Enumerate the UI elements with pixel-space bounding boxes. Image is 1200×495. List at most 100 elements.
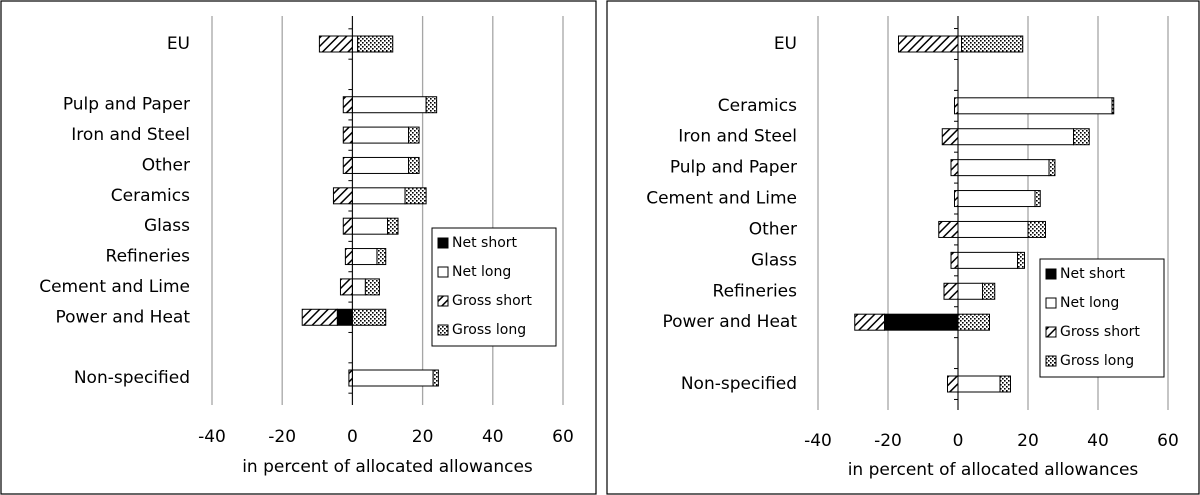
bar-segment	[957, 97, 1113, 115]
category-label: Iron and Steel	[71, 125, 190, 145]
bar-segment	[1027, 220, 1046, 238]
plot-area	[212, 16, 563, 405]
bar-segment	[982, 282, 996, 300]
x-tick-label: -40	[804, 431, 832, 451]
bar-segment	[425, 96, 438, 114]
bar-segment	[351, 96, 427, 114]
category-label: Pulp and Paper	[670, 158, 797, 178]
bar-segment	[1073, 128, 1090, 146]
bar-segment	[318, 35, 353, 53]
bar-segment	[943, 282, 959, 300]
bar-segment	[351, 156, 410, 174]
category-label: Glass	[751, 250, 797, 270]
bar-segment	[364, 278, 380, 296]
bar-segment	[351, 308, 387, 326]
panel-frame	[0, 0, 597, 495]
bar-segment	[332, 187, 353, 205]
x-axis-title: in percent of allocated allowances	[242, 457, 533, 477]
bar-segment	[357, 35, 394, 53]
bar-segment	[1017, 251, 1025, 269]
category-label: Pulp and Paper	[63, 95, 190, 115]
bar-segment	[351, 248, 378, 266]
category-label: Other	[749, 219, 797, 239]
bar-segment	[404, 187, 427, 205]
bar-segment	[348, 369, 353, 387]
legend: Net short Net long Gross short Gross long	[431, 227, 557, 347]
x-tick-label: -20	[268, 427, 296, 447]
bar-segment	[408, 156, 420, 174]
legend-box	[431, 227, 557, 347]
category-label: Ceramics	[718, 96, 797, 116]
legend-box	[1039, 258, 1165, 378]
bar-segment	[961, 35, 1024, 53]
bar-segment	[351, 278, 366, 296]
x-tick-label: 0	[347, 427, 358, 447]
bar-segment	[336, 308, 353, 326]
bar-segment	[938, 220, 959, 238]
legend-label: Net long	[452, 264, 511, 280]
bar-segment	[957, 190, 1036, 208]
category-label: Non-specified	[681, 374, 797, 394]
x-tick-label: -20	[874, 431, 902, 451]
bar-segment	[957, 282, 983, 300]
legend-label: Gross short	[1060, 324, 1140, 340]
category-label: Ceramics	[111, 186, 190, 206]
bar-segment	[957, 251, 1018, 269]
bar-segment	[999, 375, 1011, 393]
legend-label: Gross long	[452, 322, 526, 338]
x-tick-label: 0	[953, 431, 964, 451]
bar-segment	[432, 369, 439, 387]
bar-segment	[351, 369, 434, 387]
bar-segment	[351, 217, 388, 235]
bar-segment	[957, 375, 1001, 393]
bar-segment	[854, 313, 885, 331]
category-label: Refineries	[106, 247, 191, 267]
bar-segment	[376, 248, 387, 266]
bar-segment	[344, 248, 353, 266]
x-tick-label: 60	[552, 427, 574, 447]
bar-segment	[351, 35, 359, 53]
category-label: Power and Heat	[662, 312, 797, 332]
x-tick-label: 40	[482, 427, 504, 447]
bar-segment	[351, 126, 410, 144]
bar-segment	[351, 187, 406, 205]
legend-label: Net short	[1060, 266, 1126, 282]
x-axis-title: in percent of allocated allowances	[848, 460, 1139, 480]
legend-label: Gross long	[1060, 353, 1134, 369]
bar-segment	[957, 220, 1029, 238]
panel-frame	[606, 0, 1200, 495]
legend-swatch	[437, 324, 449, 336]
x-tick-label: 60	[1157, 431, 1179, 451]
bar-segment	[947, 375, 959, 393]
category-label: Power and Heat	[55, 307, 190, 327]
legend-swatch	[437, 266, 449, 278]
category-label: Glass	[144, 216, 190, 236]
bar-segment	[898, 35, 959, 53]
bar-segment	[957, 313, 990, 331]
bar-segment	[954, 97, 959, 115]
bar-segment	[408, 126, 420, 144]
legend-swatch	[1045, 297, 1057, 309]
legend-swatch	[1045, 355, 1057, 367]
legend: Net short Net long Gross short Gross long	[1039, 258, 1165, 378]
legend-label: Net short	[452, 235, 518, 251]
x-tick-label: 20	[412, 427, 434, 447]
bar-segment	[954, 190, 959, 208]
legend-swatch	[1045, 268, 1057, 280]
bar-segment	[950, 251, 959, 269]
legend-swatch	[1045, 326, 1057, 338]
bar-segment	[342, 156, 353, 174]
legend-swatch	[437, 237, 449, 249]
legend-label: Net long	[1060, 295, 1119, 311]
category-label: Non-specified	[74, 368, 190, 388]
category-label: Iron and Steel	[678, 127, 797, 147]
legend-label: Gross short	[452, 293, 532, 309]
bar-segment	[342, 217, 353, 235]
category-label: Other	[142, 155, 190, 175]
legend-swatch	[437, 295, 449, 307]
bar-segment	[342, 126, 353, 144]
bar-segment	[957, 159, 1050, 177]
bar-segment	[884, 313, 959, 331]
bar-segment	[339, 278, 353, 296]
